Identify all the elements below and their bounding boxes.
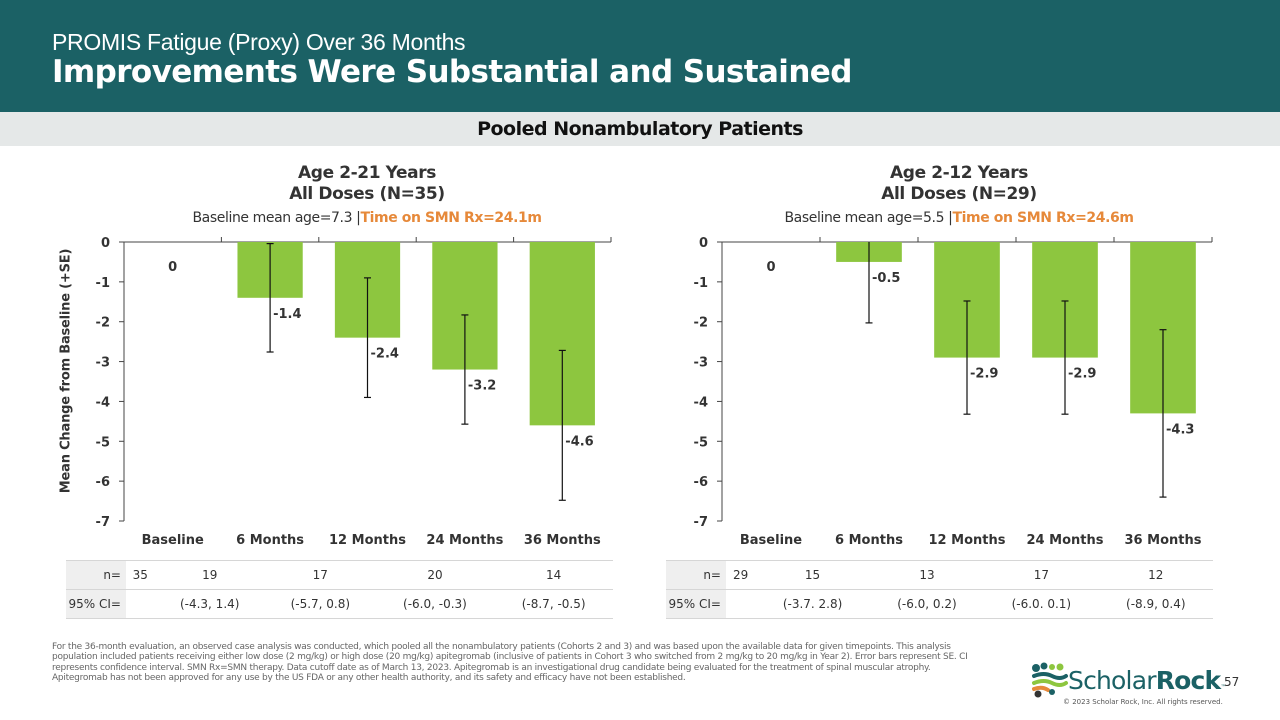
- y-tick-label: -2: [694, 316, 708, 331]
- y-tick-label: -6: [96, 475, 110, 490]
- x-tick-label: 24 Months: [426, 533, 503, 548]
- x-tick-label: 12 Months: [929, 533, 1006, 548]
- table-cell: (-8.7, -0.5): [494, 589, 613, 619]
- wordmark-light: Scholar: [1068, 666, 1157, 695]
- table-cell: 20: [375, 560, 495, 590]
- x-tick-label: 36 Months: [524, 533, 601, 548]
- table-cell: 29: [726, 560, 756, 590]
- table-cell: 17: [265, 560, 376, 590]
- y-tick-label: -3: [96, 356, 110, 371]
- y-tick-label: -3: [694, 356, 708, 371]
- row-header: 95% CI=: [66, 589, 126, 619]
- table-row: 95% CI= (-3.7. 2.8) (-6.0, 0.2) (-6.0. 0.1)…: [666, 589, 1213, 619]
- table-cell: 19: [154, 560, 266, 590]
- data-label: -3.2: [468, 379, 496, 394]
- data-label: -4.6: [565, 434, 593, 449]
- wordmark-bold: Rock: [1155, 666, 1221, 695]
- data-label: -0.5: [872, 271, 900, 286]
- row-header: n=: [66, 560, 126, 590]
- data-label: -2.4: [371, 347, 399, 362]
- x-tick-label: 36 Months: [1125, 533, 1202, 548]
- y-tick-label: -4: [694, 395, 708, 410]
- table-cell: (-5.7, 0.8): [265, 589, 376, 619]
- slide-kicker: PROMIS Fatigue (Proxy) Over 36 Months: [52, 29, 466, 55]
- data-label: -2.9: [970, 367, 998, 382]
- right-stats-table: n= 29 15 13 17 12 95% CI= (-3.7. 2.8) (-6.0, 0.2…: [666, 560, 1213, 619]
- left-chart-title-line1: Age 2-21 Years: [298, 163, 436, 183]
- x-tick-label: Baseline: [740, 533, 802, 548]
- data-label: 0: [766, 260, 775, 275]
- left-stats-table: n= 35 19 17 20 14 95% CI= (-4.3, 1.4) (-5.7, 0.8…: [66, 560, 613, 619]
- data-label: -4.3: [1166, 422, 1194, 437]
- y-tick-label: -6: [694, 475, 708, 490]
- left-chart-subtitle-highlight: Time on SMN Rx=24.1m: [360, 210, 542, 226]
- x-tick-label: 24 Months: [1027, 533, 1104, 548]
- row-header: 95% CI=: [666, 589, 726, 619]
- table-cell: 35: [126, 560, 155, 590]
- copyright: © 2023 Scholar Rock, Inc. All rights res…: [1063, 698, 1223, 706]
- table-cell: 13: [869, 560, 985, 590]
- left-chart-title: Age 2-21 Years All Doses (N=35): [217, 163, 517, 205]
- table-cell: (-6.0, 0.2): [869, 589, 985, 619]
- data-label: -1.4: [273, 307, 301, 322]
- y-tick-label: 0: [101, 236, 110, 251]
- y-tick-label: 0: [699, 236, 708, 251]
- right-chart-subtitle-highlight: Time on SMN Rx=24.6m: [952, 210, 1134, 226]
- right-chart-subtitle: Baseline mean age=5.5 |Time on SMN Rx=24…: [709, 210, 1209, 226]
- slide-header: PROMIS Fatigue (Proxy) Over 36 Months Im…: [0, 0, 1280, 112]
- right-chart-title-line2: All Doses (N=29): [881, 184, 1037, 204]
- table-cell: 15: [755, 560, 870, 590]
- table-cell: (-8.9, 0.4): [1098, 589, 1213, 619]
- right-chart-title: Age 2-12 Years All Doses (N=29): [809, 163, 1109, 205]
- left-chart-subtitle: Baseline mean age=7.3 |Time on SMN Rx=24…: [117, 210, 617, 226]
- section-band: Pooled Nonambulatory Patients: [0, 112, 1280, 146]
- table-cell: (-6.0, -0.3): [375, 589, 495, 619]
- x-tick-label: 6 Months: [835, 533, 903, 548]
- table-cell: [126, 589, 155, 619]
- y-tick-label: -5: [96, 435, 110, 450]
- right-chart-title-line1: Age 2-12 Years: [890, 163, 1028, 183]
- table-cell: (-6.0. 0.1): [984, 589, 1099, 619]
- wordmark-tm: ™: [1220, 684, 1226, 691]
- table-cell: 12: [1098, 560, 1213, 590]
- left-chart-title-line2: All Doses (N=35): [289, 184, 445, 204]
- row-header: n=: [666, 560, 726, 590]
- y-tick-label: -2: [96, 316, 110, 331]
- y-tick-label: -4: [96, 395, 110, 410]
- table-row: n= 29 15 13 17 12: [666, 560, 1213, 590]
- scholar-rock-logo-icon: [1032, 662, 1068, 698]
- table-cell: 17: [984, 560, 1099, 590]
- x-tick-label: Baseline: [142, 533, 204, 548]
- x-tick-label: 6 Months: [236, 533, 304, 548]
- left-chart-subtitle-plain: Baseline mean age=7.3 |: [192, 210, 361, 226]
- y-tick-label: -1: [694, 276, 708, 291]
- y-tick-label: -5: [694, 435, 708, 450]
- y-tick-label: -1: [96, 276, 110, 291]
- table-cell: (-3.7. 2.8): [755, 589, 870, 619]
- table-row: n= 35 19 17 20 14: [66, 560, 613, 590]
- page-number: 57: [1224, 675, 1240, 689]
- x-tick-label: 12 Months: [329, 533, 406, 548]
- table-cell: 14: [494, 560, 613, 590]
- footnote: For the 36-month evaluation, an observed…: [52, 642, 968, 684]
- y-tick-label: -7: [694, 515, 708, 530]
- scholar-rock-wordmark: ScholarRock™: [1068, 666, 1226, 695]
- table-cell: (-4.3, 1.4): [154, 589, 266, 619]
- slide-title: Improvements Were Substantial and Sustai…: [52, 54, 852, 90]
- section-band-label: Pooled Nonambulatory Patients: [477, 118, 803, 140]
- table-cell: [726, 589, 756, 619]
- y-tick-label: -7: [96, 515, 110, 530]
- data-label: -2.9: [1068, 367, 1096, 382]
- data-label: 0: [168, 260, 177, 275]
- right-chart-subtitle-plain: Baseline mean age=5.5 |: [784, 210, 953, 226]
- table-row: 95% CI= (-4.3, 1.4) (-5.7, 0.8) (-6.0, -0.3…: [66, 589, 613, 619]
